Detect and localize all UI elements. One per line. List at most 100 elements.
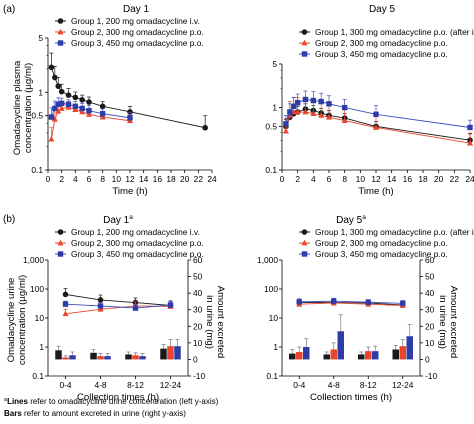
legend-marker-2 [301, 39, 308, 46]
y2-tick-label: 20 [425, 321, 435, 331]
y-tick-label: 1 [273, 342, 278, 352]
bar [174, 346, 181, 360]
footnote-marker: a [4, 397, 8, 403]
data-point [97, 306, 104, 312]
x-tick-label: 24 [465, 174, 474, 184]
x-tick-label: 0-4 [59, 380, 71, 390]
data-point [55, 108, 62, 114]
x-tick-label: 4-8 [94, 380, 106, 390]
y-tick-label: 0.1 [32, 371, 44, 381]
x-tick-label: 18 [418, 174, 428, 184]
data-point [58, 105, 65, 111]
footnote-lines-text: refer to omadacycline urine concentratio… [27, 397, 219, 406]
y2-tick-label: 60 [193, 255, 203, 265]
bar [365, 351, 372, 360]
line-series-3 [62, 300, 174, 311]
data-point [326, 101, 332, 107]
data-point [331, 298, 337, 304]
y2-axis-label-line1: Amount excreted [215, 286, 226, 359]
x-tick-label: 2 [59, 174, 64, 184]
bar [303, 347, 310, 360]
legend-marker-2 [57, 239, 64, 246]
legend-marker-3 [57, 40, 64, 46]
bar [337, 331, 344, 360]
y-tick-label: 1,000 [23, 255, 44, 265]
chart-title-marker: a [362, 214, 366, 221]
series-3 [48, 97, 133, 121]
bar [132, 355, 139, 360]
x-tick-label: 0 [46, 174, 51, 184]
legend-label-1: Group 1, 300 mg omadacycline p.o. (after… [315, 227, 474, 237]
panel-label-b: (b) [3, 214, 15, 225]
x-tick-label: 16 [403, 174, 413, 184]
footnote-bars-text: refer to amount excreted in urine (right… [21, 409, 186, 418]
y-axis-label-line2: concentration (µg/ml) [23, 63, 34, 153]
y2-tick-label: -10 [425, 371, 437, 381]
data-point [341, 117, 348, 123]
y-tick-label: 100 [264, 284, 278, 294]
legend-marker-1 [301, 29, 308, 35]
bar [296, 351, 303, 360]
x-tick-label: 12 [371, 174, 381, 184]
x-axis-label: Time (h) [358, 186, 393, 197]
y-tick-label: 0.5 [31, 111, 43, 121]
legend-marker-2 [57, 28, 64, 35]
series-line [65, 303, 171, 309]
bar [90, 352, 97, 360]
data-point [291, 103, 297, 109]
bar [55, 350, 62, 360]
y-tick-label: 1 [38, 87, 43, 97]
data-point [72, 103, 79, 110]
legend-label-1: Group 1, 300 mg omadacycline p.o. (after… [315, 27, 474, 37]
data-point [99, 103, 106, 110]
data-point [302, 108, 309, 115]
data-point [132, 305, 139, 311]
data-point [310, 110, 317, 117]
legend-label-3: Group 3, 450 mg omadacycline p.o. [71, 249, 204, 259]
data-point [86, 99, 92, 105]
data-point [52, 74, 58, 81]
x-tick-label: 4-8 [328, 380, 340, 390]
bar [62, 357, 69, 360]
bar [167, 346, 174, 360]
legend-label-3: Group 3, 450 mg omadacycline p.o. [315, 249, 448, 259]
data-point [48, 114, 55, 120]
data-point [79, 108, 86, 115]
bar [392, 349, 399, 360]
legend-label-1: Group 1, 200 mg omadacycline i.v. [71, 227, 200, 237]
x-tick-label: 12-24 [160, 380, 182, 390]
y2-axis-label-line2: in urine (mg) [437, 295, 448, 349]
bar [330, 349, 337, 360]
x-tick-label: 8 [100, 174, 105, 184]
series-3 [283, 90, 473, 131]
x-axis-label: Time (h) [112, 186, 147, 197]
bar [323, 354, 330, 360]
series-1 [283, 103, 473, 144]
data-point [310, 97, 317, 104]
x-tick-label: 8-12 [127, 380, 144, 390]
bar [358, 354, 365, 360]
data-point [51, 116, 58, 122]
y2-tick-label: 50 [425, 272, 435, 282]
legend-marker-3 [301, 251, 308, 257]
chart-title: Day 5 [369, 4, 396, 15]
y-tick-label: 10 [35, 313, 45, 323]
y-tick-label: 10 [269, 313, 279, 323]
y2-tick-label: 30 [425, 305, 435, 315]
data-point [287, 109, 293, 115]
legend-marker-3 [57, 251, 64, 257]
data-point [318, 98, 324, 105]
data-point [79, 97, 85, 103]
data-point [318, 112, 325, 118]
chart-title-marker: a [129, 214, 133, 221]
data-point [62, 310, 69, 317]
x-tick-label: 4 [311, 174, 316, 184]
data-point [400, 300, 406, 307]
data-point [283, 121, 289, 127]
data-point [282, 127, 289, 134]
data-point [127, 109, 133, 115]
x-tick-label: 8 [342, 174, 347, 184]
